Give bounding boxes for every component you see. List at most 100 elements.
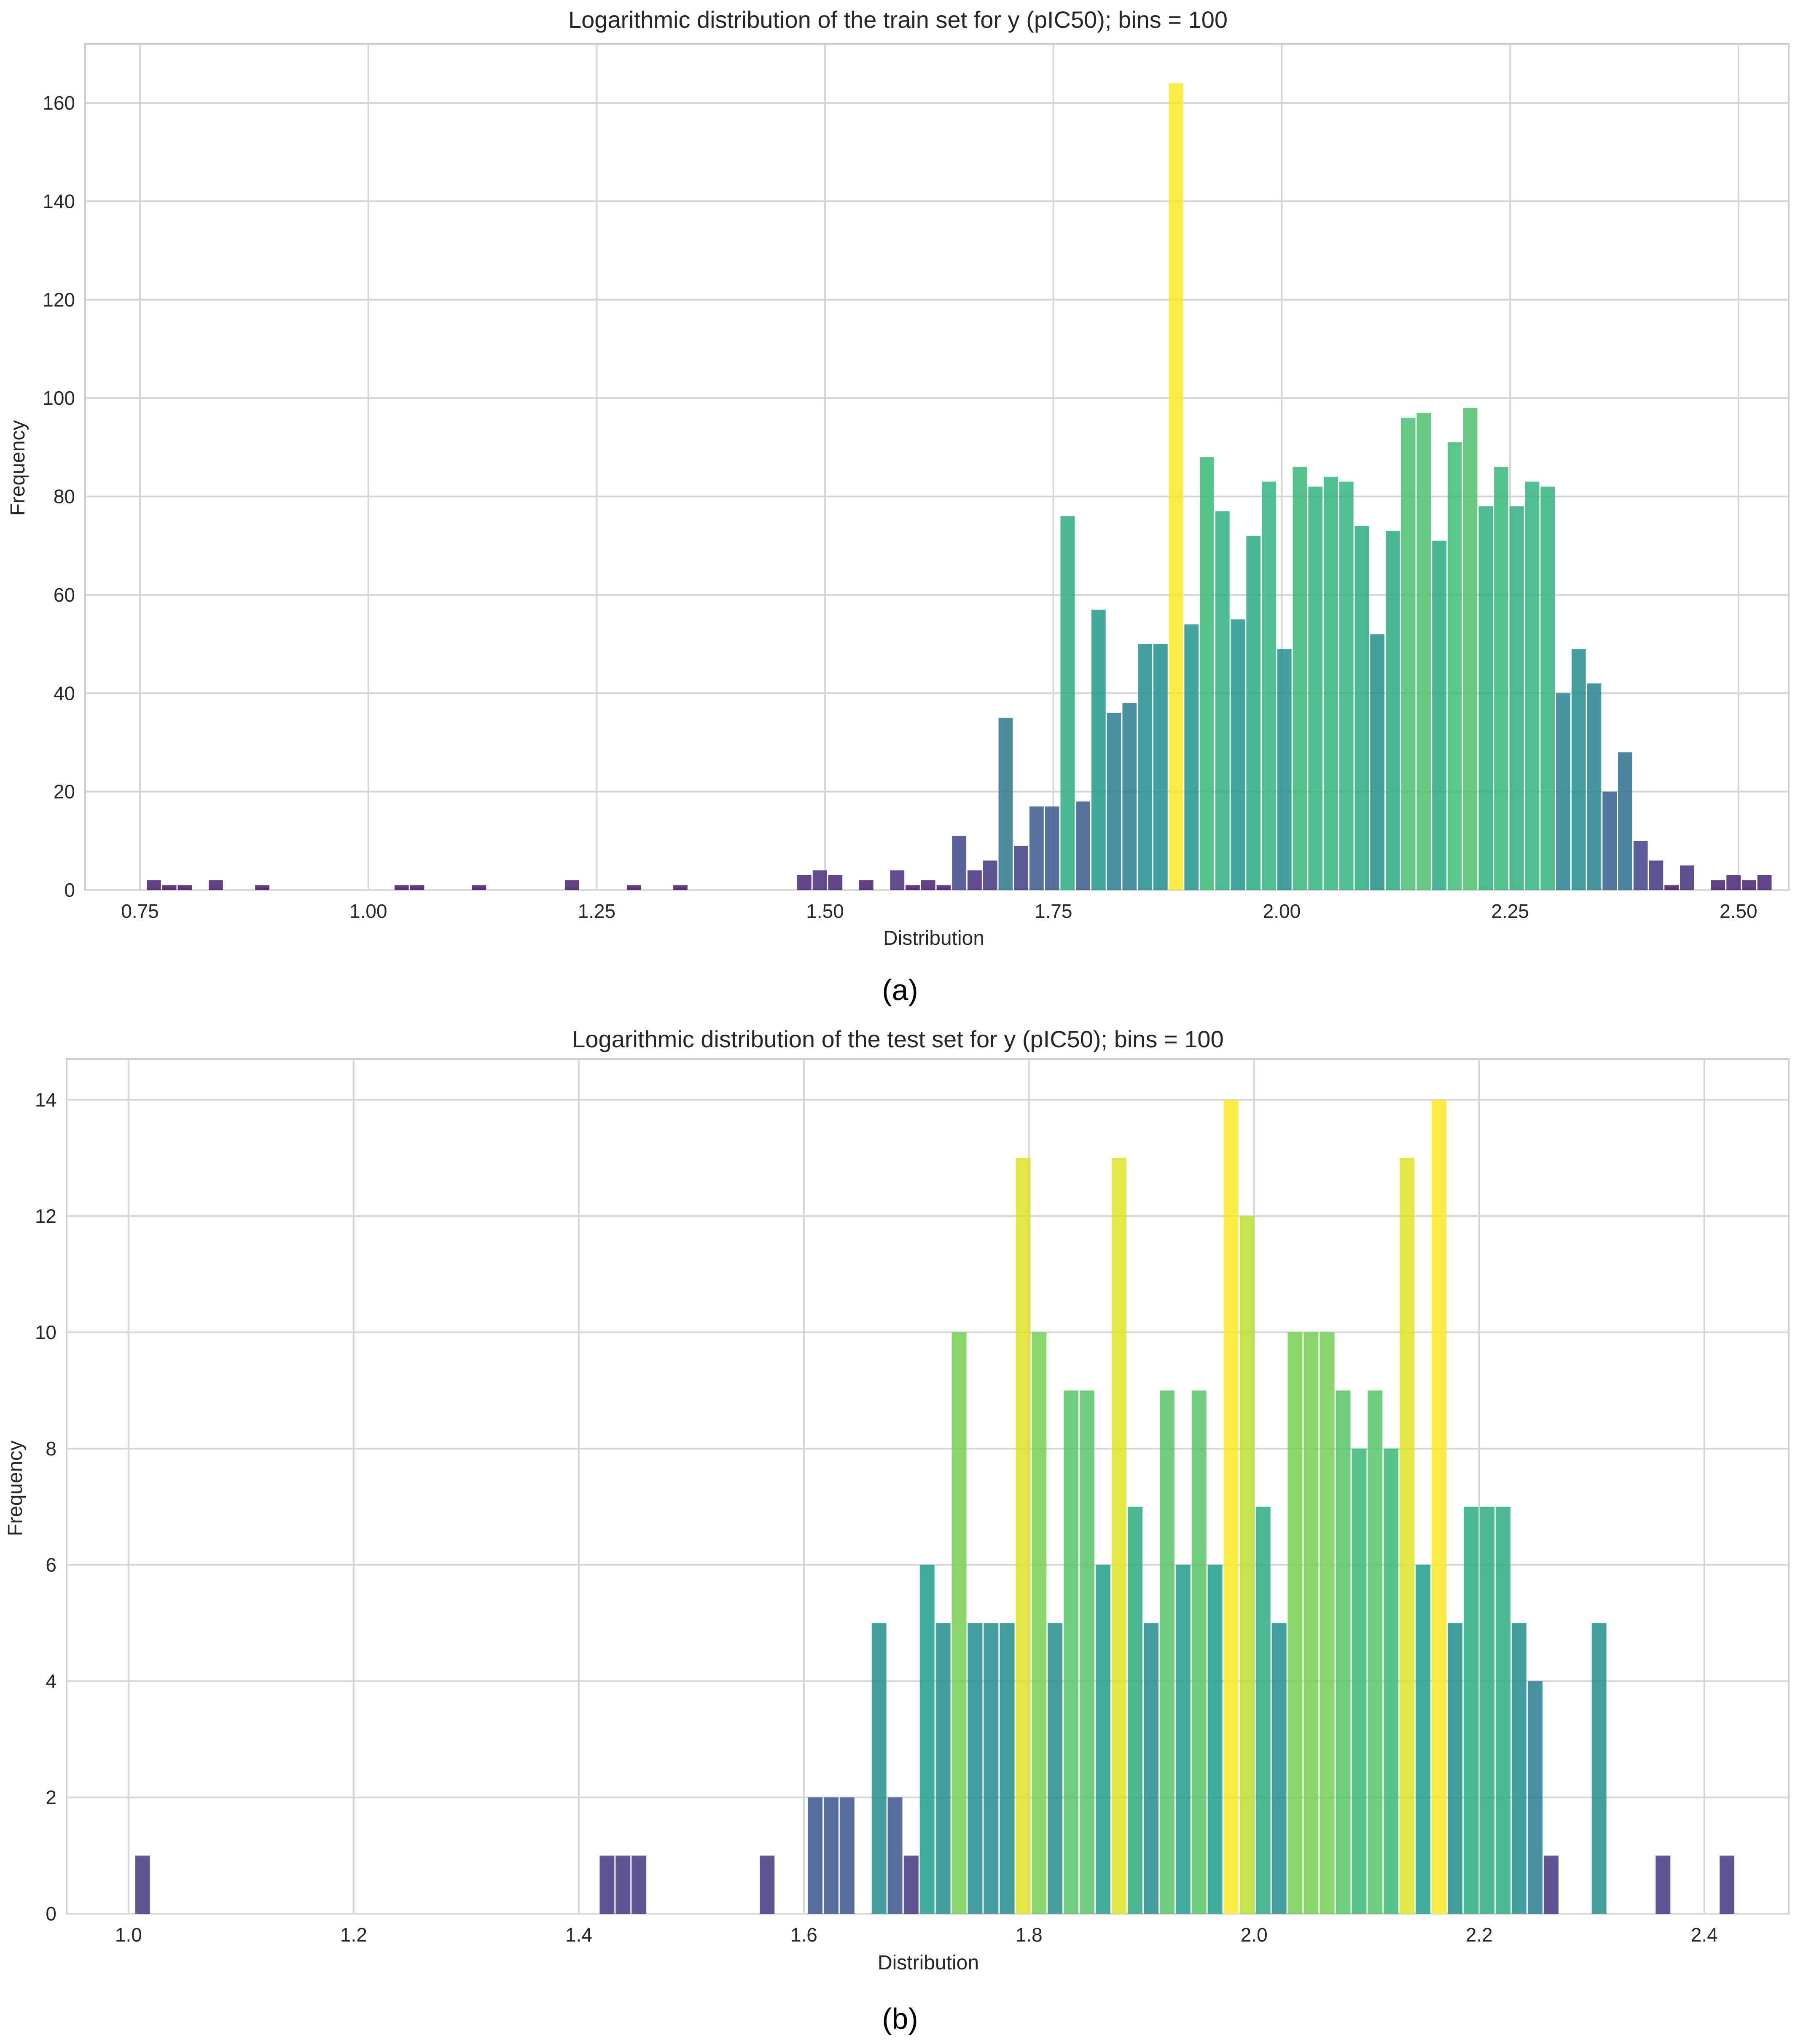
- chart-b-y-tick-label: 6: [46, 1554, 56, 1576]
- chart-b-bar: [1064, 1390, 1079, 1914]
- chart-a-y-tick-label: 140: [43, 190, 75, 212]
- chart-b-bar: [903, 1856, 919, 1914]
- chart-b-x-tick-label: 2.0: [1241, 1924, 1268, 1946]
- chart-b-bar: [1416, 1565, 1431, 1914]
- chart-b-x-tick-label: 1.2: [340, 1924, 367, 1946]
- chart-b-x-axis-label: Distribution: [878, 1952, 979, 1974]
- chart-a-bar: [1447, 442, 1462, 890]
- chart-a-bar: [1478, 506, 1493, 890]
- chart-a-bar: [1432, 541, 1446, 890]
- chart-a-bar: [1633, 841, 1648, 890]
- chart-a-bar: [1386, 531, 1400, 890]
- chart-a-bar: [1184, 624, 1199, 890]
- chart-b-bar: [1543, 1856, 1559, 1914]
- chart-b-bar: [1096, 1565, 1110, 1914]
- chart-a-x-tick-label: 1.75: [1035, 900, 1072, 922]
- chart-b-bar: [839, 1797, 855, 1914]
- chart-b-bar: [1271, 1623, 1287, 1914]
- chart-b-bar: [823, 1797, 838, 1914]
- chart-b-bar: [984, 1623, 999, 1914]
- chart-b-y-tick-label: 14: [35, 1089, 56, 1111]
- chart-b-x-tick-label: 1.6: [790, 1924, 817, 1946]
- chart-a-bar: [1680, 865, 1694, 890]
- chart-a-bar: [952, 836, 967, 890]
- chart-b-bar: [871, 1623, 887, 1914]
- chart-a-bar: [1045, 806, 1059, 890]
- chart-b-bar: [1032, 1332, 1047, 1914]
- chart-a-y-axis-label: Frequency: [7, 420, 29, 516]
- chart-b-bar: [919, 1565, 935, 1914]
- chart-a-bar: [828, 875, 843, 890]
- chart-b-bar: [599, 1856, 615, 1914]
- chart-a-bar: [177, 885, 192, 890]
- chart-a-bar: [1293, 467, 1307, 890]
- chart-a-bar: [1757, 875, 1772, 890]
- chart-b-bar: [1191, 1390, 1207, 1914]
- chart-b-bar: [1656, 1856, 1671, 1914]
- chart-b-bar: [1320, 1332, 1335, 1914]
- chart-b-bar: [1384, 1448, 1399, 1914]
- chart-b-x-tick-label: 1.4: [565, 1924, 592, 1946]
- chart-a-bar: [1602, 791, 1617, 890]
- chart-b-bar: [1480, 1506, 1494, 1914]
- chart-b-bar: [887, 1797, 903, 1914]
- chart-a-x-tick-label: 1.00: [349, 900, 387, 922]
- chart-b-bar: [760, 1856, 775, 1914]
- chart-a-bar: [1494, 467, 1508, 890]
- chart-b-y-tick-label: 4: [46, 1670, 56, 1692]
- chart-b-bars: [135, 1100, 1734, 1914]
- chart-a-x-tick-label: 1.25: [578, 900, 616, 922]
- chart-b-y-tick-label: 8: [46, 1438, 56, 1460]
- chart-a-bar: [1742, 880, 1756, 890]
- chart-b-bar: [1128, 1506, 1143, 1914]
- chart-b-x-tick-label: 1.8: [1016, 1924, 1043, 1946]
- chart-b-y-tick-label: 2: [46, 1786, 56, 1808]
- test-histogram-chart: Logarithmic distribution of the test set…: [4, 1026, 1790, 1974]
- chart-a-bar: [1339, 481, 1354, 890]
- chart-b-bar: [1159, 1390, 1174, 1914]
- chart-b-bar: [935, 1623, 951, 1914]
- chart-a-bar: [147, 880, 161, 890]
- chart-a-bar: [1556, 693, 1570, 890]
- chart-a-y-tick-label: 40: [54, 682, 75, 704]
- panel-a-label: (a): [882, 974, 918, 1006]
- chart-b-x-tick-labels: 1.0 1.2 1.4 1.6 1.8 2.0 2.2 2.4: [115, 1924, 1718, 1946]
- chart-a-bar: [1711, 880, 1725, 890]
- chart-a-bar: [1138, 644, 1152, 890]
- chart-b-bar: [1175, 1565, 1191, 1914]
- chart-b-bar: [951, 1332, 967, 1914]
- chart-a-bar: [797, 875, 812, 890]
- chart-a-bar: [1215, 511, 1230, 890]
- chart-b-bar: [1432, 1100, 1447, 1914]
- chart-b-bar: [1352, 1448, 1367, 1914]
- chart-a-bar: [1664, 885, 1679, 890]
- chart-a-y-tick-label: 0: [64, 879, 75, 901]
- chart-a-y-tick-label: 100: [43, 387, 75, 409]
- chart-a-bar: [890, 870, 905, 890]
- chart-a-bar: [998, 718, 1013, 890]
- chart-b-x-tick-label: 2.2: [1466, 1924, 1493, 1946]
- chart-b-bar: [1303, 1332, 1319, 1914]
- chart-a-x-tick-label: 1.50: [806, 900, 844, 922]
- chart-a-bar: [1540, 487, 1555, 890]
- chart-a-bar: [162, 885, 177, 890]
- chart-a-bar: [1262, 481, 1276, 890]
- chart-b-x-tick-label: 2.4: [1691, 1924, 1718, 1946]
- chart-a-bar: [1571, 649, 1586, 890]
- chart-b-bar: [1048, 1623, 1063, 1914]
- chart-b-bar: [1016, 1158, 1031, 1914]
- chart-a-bar: [936, 885, 951, 890]
- chart-a-bar: [1060, 516, 1075, 890]
- chart-b-bar: [1368, 1390, 1383, 1914]
- chart-a-bar: [472, 885, 486, 890]
- chart-a-bar: [208, 880, 223, 890]
- chart-b-bar: [968, 1623, 983, 1914]
- chart-a-bar: [1122, 703, 1137, 890]
- chart-b-bar: [1080, 1390, 1095, 1914]
- chart-b-bar: [1207, 1565, 1223, 1914]
- chart-a-bar: [921, 880, 935, 890]
- chart-a-bar: [1401, 417, 1416, 890]
- chart-b-y-axis-label: Frequency: [4, 1441, 27, 1536]
- chart-a-bar: [1525, 481, 1540, 890]
- chart-a-bar: [394, 885, 409, 890]
